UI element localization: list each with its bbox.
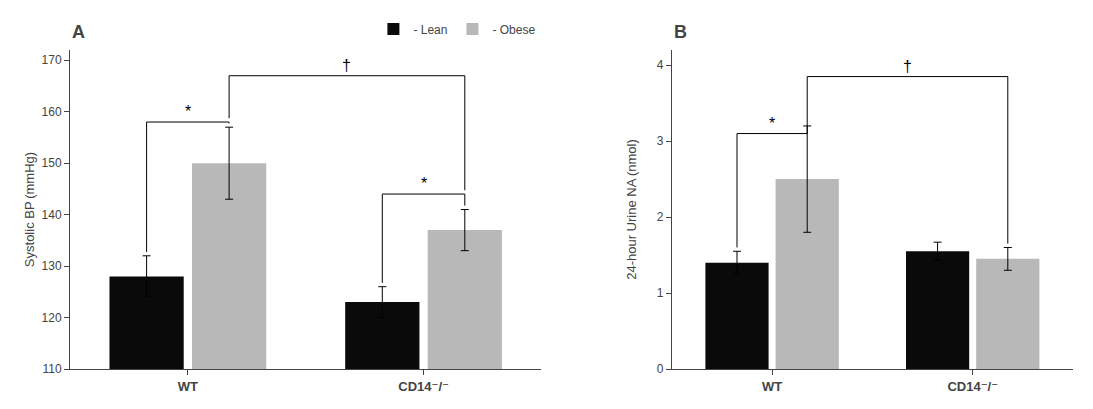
svg-text:*: * <box>185 103 191 120</box>
svg-text:B: B <box>674 22 687 42</box>
svg-text:A: A <box>72 22 85 42</box>
svg-text:0: 0 <box>657 362 664 376</box>
svg-text:110: 110 <box>42 362 61 376</box>
svg-text:- Obese: - Obese <box>492 23 535 37</box>
svg-text:150: 150 <box>42 156 62 170</box>
svg-text:24-hour Urine NA (nmol): 24-hour Urine NA (nmol) <box>624 139 639 280</box>
svg-text:WT: WT <box>178 379 198 394</box>
svg-text:*: * <box>421 175 427 192</box>
svg-text:3: 3 <box>657 134 664 148</box>
svg-text:4: 4 <box>657 58 664 72</box>
svg-text:120: 120 <box>42 311 62 325</box>
svg-text:170: 170 <box>42 53 62 67</box>
svg-text:CD14⁻/⁻: CD14⁻/⁻ <box>398 379 449 394</box>
svg-text:*: * <box>769 115 775 132</box>
svg-text:2: 2 <box>657 210 664 224</box>
svg-text:130: 130 <box>42 259 62 273</box>
svg-text:†: † <box>903 58 912 75</box>
svg-text:1: 1 <box>657 286 664 300</box>
svg-text:140: 140 <box>42 208 62 222</box>
svg-text:- Lean: - Lean <box>413 23 447 37</box>
svg-text:†: † <box>342 57 351 74</box>
svg-text:Systolic BP (mmHg): Systolic BP (mmHg) <box>22 152 37 267</box>
svg-text:WT: WT <box>762 379 782 394</box>
svg-text:CD14⁻/⁻: CD14⁻/⁻ <box>947 379 998 394</box>
svg-text:160: 160 <box>42 105 62 119</box>
